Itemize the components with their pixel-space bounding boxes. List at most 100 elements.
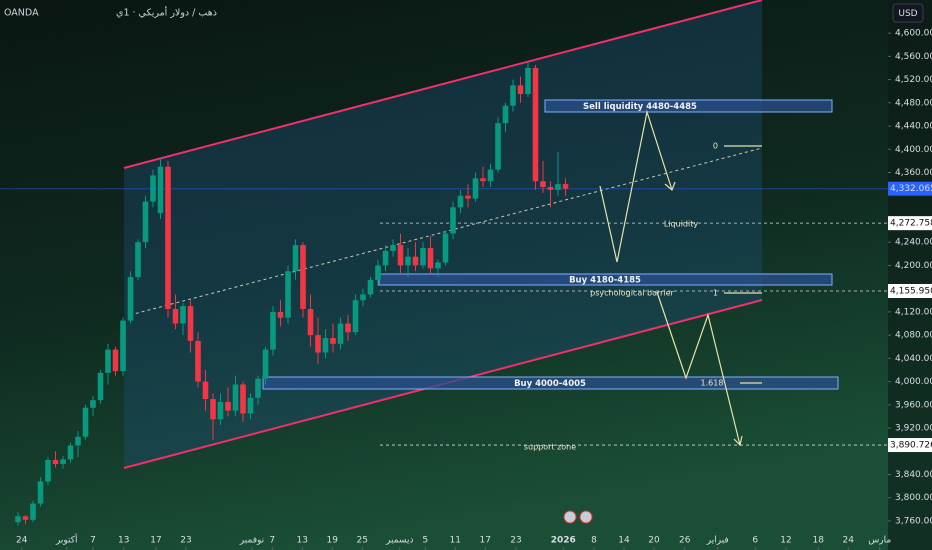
candle-body (180, 306, 186, 324)
y-tick-label: 4,120.000 (895, 307, 932, 317)
candle-body (187, 306, 194, 341)
candle-body (202, 381, 209, 399)
y-tick-label: 4,080.000 (895, 331, 932, 341)
candle-body (420, 247, 426, 266)
candle-body (127, 277, 134, 321)
candle-body (352, 300, 359, 333)
y-tick-label: 4,520.000 (895, 75, 932, 85)
candle-body (120, 320, 126, 372)
candle-body (382, 250, 389, 266)
price-axis-panel (888, 0, 932, 550)
zone-label: Buy 4180-4185 (569, 276, 641, 286)
candle-body (60, 459, 66, 465)
candle-body (405, 256, 411, 266)
candle-body (442, 233, 449, 263)
x-tick-label: 2026 (551, 536, 576, 546)
y-tick-label: 4,600.000 (895, 29, 932, 39)
y-tick-label: 4,440.000 (895, 122, 932, 132)
x-tick-label: 11 (450, 536, 461, 546)
zone-label: Sell liquidity 4480-4485 (583, 102, 697, 112)
annotation: psychological barrier (590, 289, 674, 298)
annotation: 0 (713, 142, 718, 151)
candle-body (562, 184, 569, 189)
currency: USD (898, 9, 917, 19)
candles (15, 62, 569, 526)
x-tick-label: 17 (480, 536, 491, 546)
x-tick-label: 7 (90, 536, 96, 546)
price-lines (0, 188, 888, 446)
candle-body (195, 340, 201, 382)
x-tick-label: 17 (150, 536, 161, 546)
x-tick-label: 7 (269, 536, 275, 546)
last-price-badge (888, 181, 932, 196)
candle-body (450, 207, 456, 234)
candle-body (367, 279, 374, 295)
candle-body (67, 445, 74, 460)
annotation: 1 (713, 289, 718, 298)
x-tick-label: 18 (813, 536, 825, 546)
x-tick-label: 26 (679, 536, 691, 546)
candle-body (337, 323, 344, 344)
candle-body (82, 407, 89, 437)
candle-body (135, 242, 141, 278)
candle-body (390, 245, 396, 251)
y-tick-label: 3,920.000 (895, 424, 932, 434)
candle-body (412, 256, 419, 266)
annotation: support zone (524, 443, 576, 452)
projection-path (656, 291, 741, 446)
annotations: 0 Liquidity psychological barrier 1 1.61… (524, 142, 724, 452)
x-tick-label: 12 (780, 536, 791, 546)
x-tick-label: ديسمبر (385, 536, 413, 546)
last-price-label: 4,332.065 (890, 184, 932, 194)
y-tick-label: 4,400.000 (895, 145, 932, 155)
x-tick-label: 23 (180, 536, 191, 546)
x-tick-label: مارس (868, 536, 891, 546)
projection (599, 109, 762, 447)
event-icon (563, 510, 577, 524)
x-tick-label: 23 (510, 536, 521, 546)
candle-body (277, 311, 284, 318)
x-tick-label: فبراير (706, 536, 729, 546)
x-tick-label: 5 (422, 536, 428, 546)
candle-body (502, 105, 509, 124)
event-icon (579, 510, 593, 524)
candle-body (157, 166, 164, 214)
candle-body (495, 123, 501, 170)
candle-body (375, 265, 381, 280)
y-tick-label: 4,240.000 (895, 238, 932, 248)
candle-body (322, 338, 329, 353)
x-tick-label: 24 (843, 536, 855, 546)
candle-body (37, 481, 44, 504)
candle-body (307, 308, 314, 336)
candle-body (472, 178, 479, 199)
zone-box (544, 99, 833, 113)
price-line-label: 3,890.726 (890, 441, 932, 451)
candle-body (300, 245, 306, 309)
candle-body (480, 178, 486, 182)
candle-body (285, 271, 291, 318)
y-tick-label: 3,760.000 (895, 516, 932, 526)
y-tick-label: 4,200.000 (895, 261, 932, 271)
candle-body (487, 169, 494, 182)
candle-body (30, 503, 36, 520)
x-tick-label: 14 (618, 536, 630, 546)
candle-body (397, 245, 404, 266)
candle-body (142, 201, 149, 243)
candle-body (262, 349, 269, 379)
candle-body (150, 175, 156, 202)
candle-body (217, 401, 224, 420)
candle-body (210, 398, 216, 420)
candle-body (270, 311, 276, 350)
zones: Sell liquidity 4480-4485 Buy 4180-4185 B… (262, 99, 839, 390)
x-tick-label: 20 (648, 536, 660, 546)
candle-body (22, 516, 29, 520)
currency-badge (892, 3, 924, 23)
channel-upper (123, 0, 763, 169)
candle-body (517, 85, 524, 95)
annotation: 1.618 (701, 379, 724, 388)
price-line-badge (888, 216, 932, 231)
candle-body (435, 262, 441, 269)
x-tick-label: 25 (357, 536, 368, 546)
candle-body (540, 181, 546, 188)
